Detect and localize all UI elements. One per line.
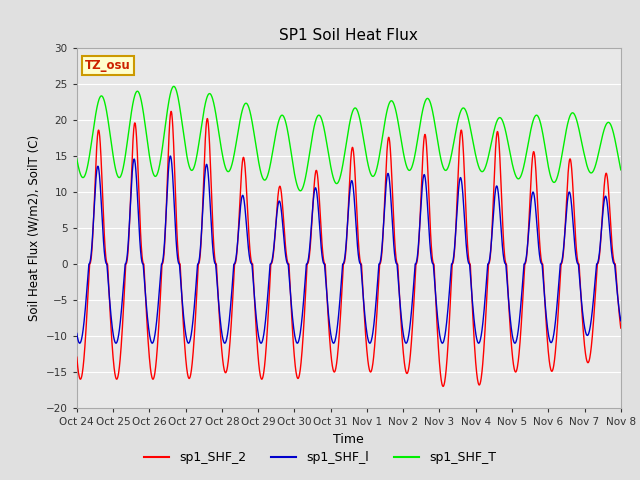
X-axis label: Time: Time [333,432,364,445]
Legend: sp1_SHF_2, sp1_SHF_l, sp1_SHF_T: sp1_SHF_2, sp1_SHF_l, sp1_SHF_T [139,446,501,469]
Title: SP1 Soil Heat Flux: SP1 Soil Heat Flux [280,28,418,43]
Text: TZ_osu: TZ_osu [85,59,131,72]
Y-axis label: Soil Heat Flux (W/m2), SoilT (C): Soil Heat Flux (W/m2), SoilT (C) [28,135,40,321]
